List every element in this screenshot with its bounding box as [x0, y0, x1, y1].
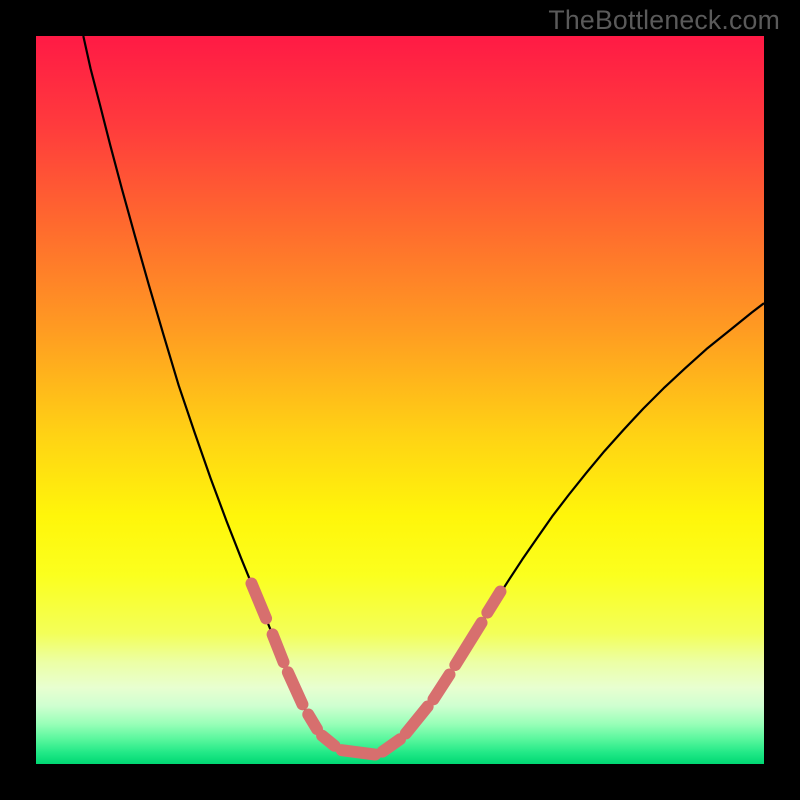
bottom-dashes-seg — [322, 736, 334, 746]
watermark-text: TheBottleneck.com — [548, 5, 780, 36]
bottleneck-chart-svg — [0, 0, 800, 800]
bottom-dashes-seg — [342, 750, 375, 754]
chart-root: TheBottleneck.com — [0, 0, 800, 800]
plot-background — [36, 36, 764, 764]
left-leg-dashes-seg — [308, 715, 317, 730]
